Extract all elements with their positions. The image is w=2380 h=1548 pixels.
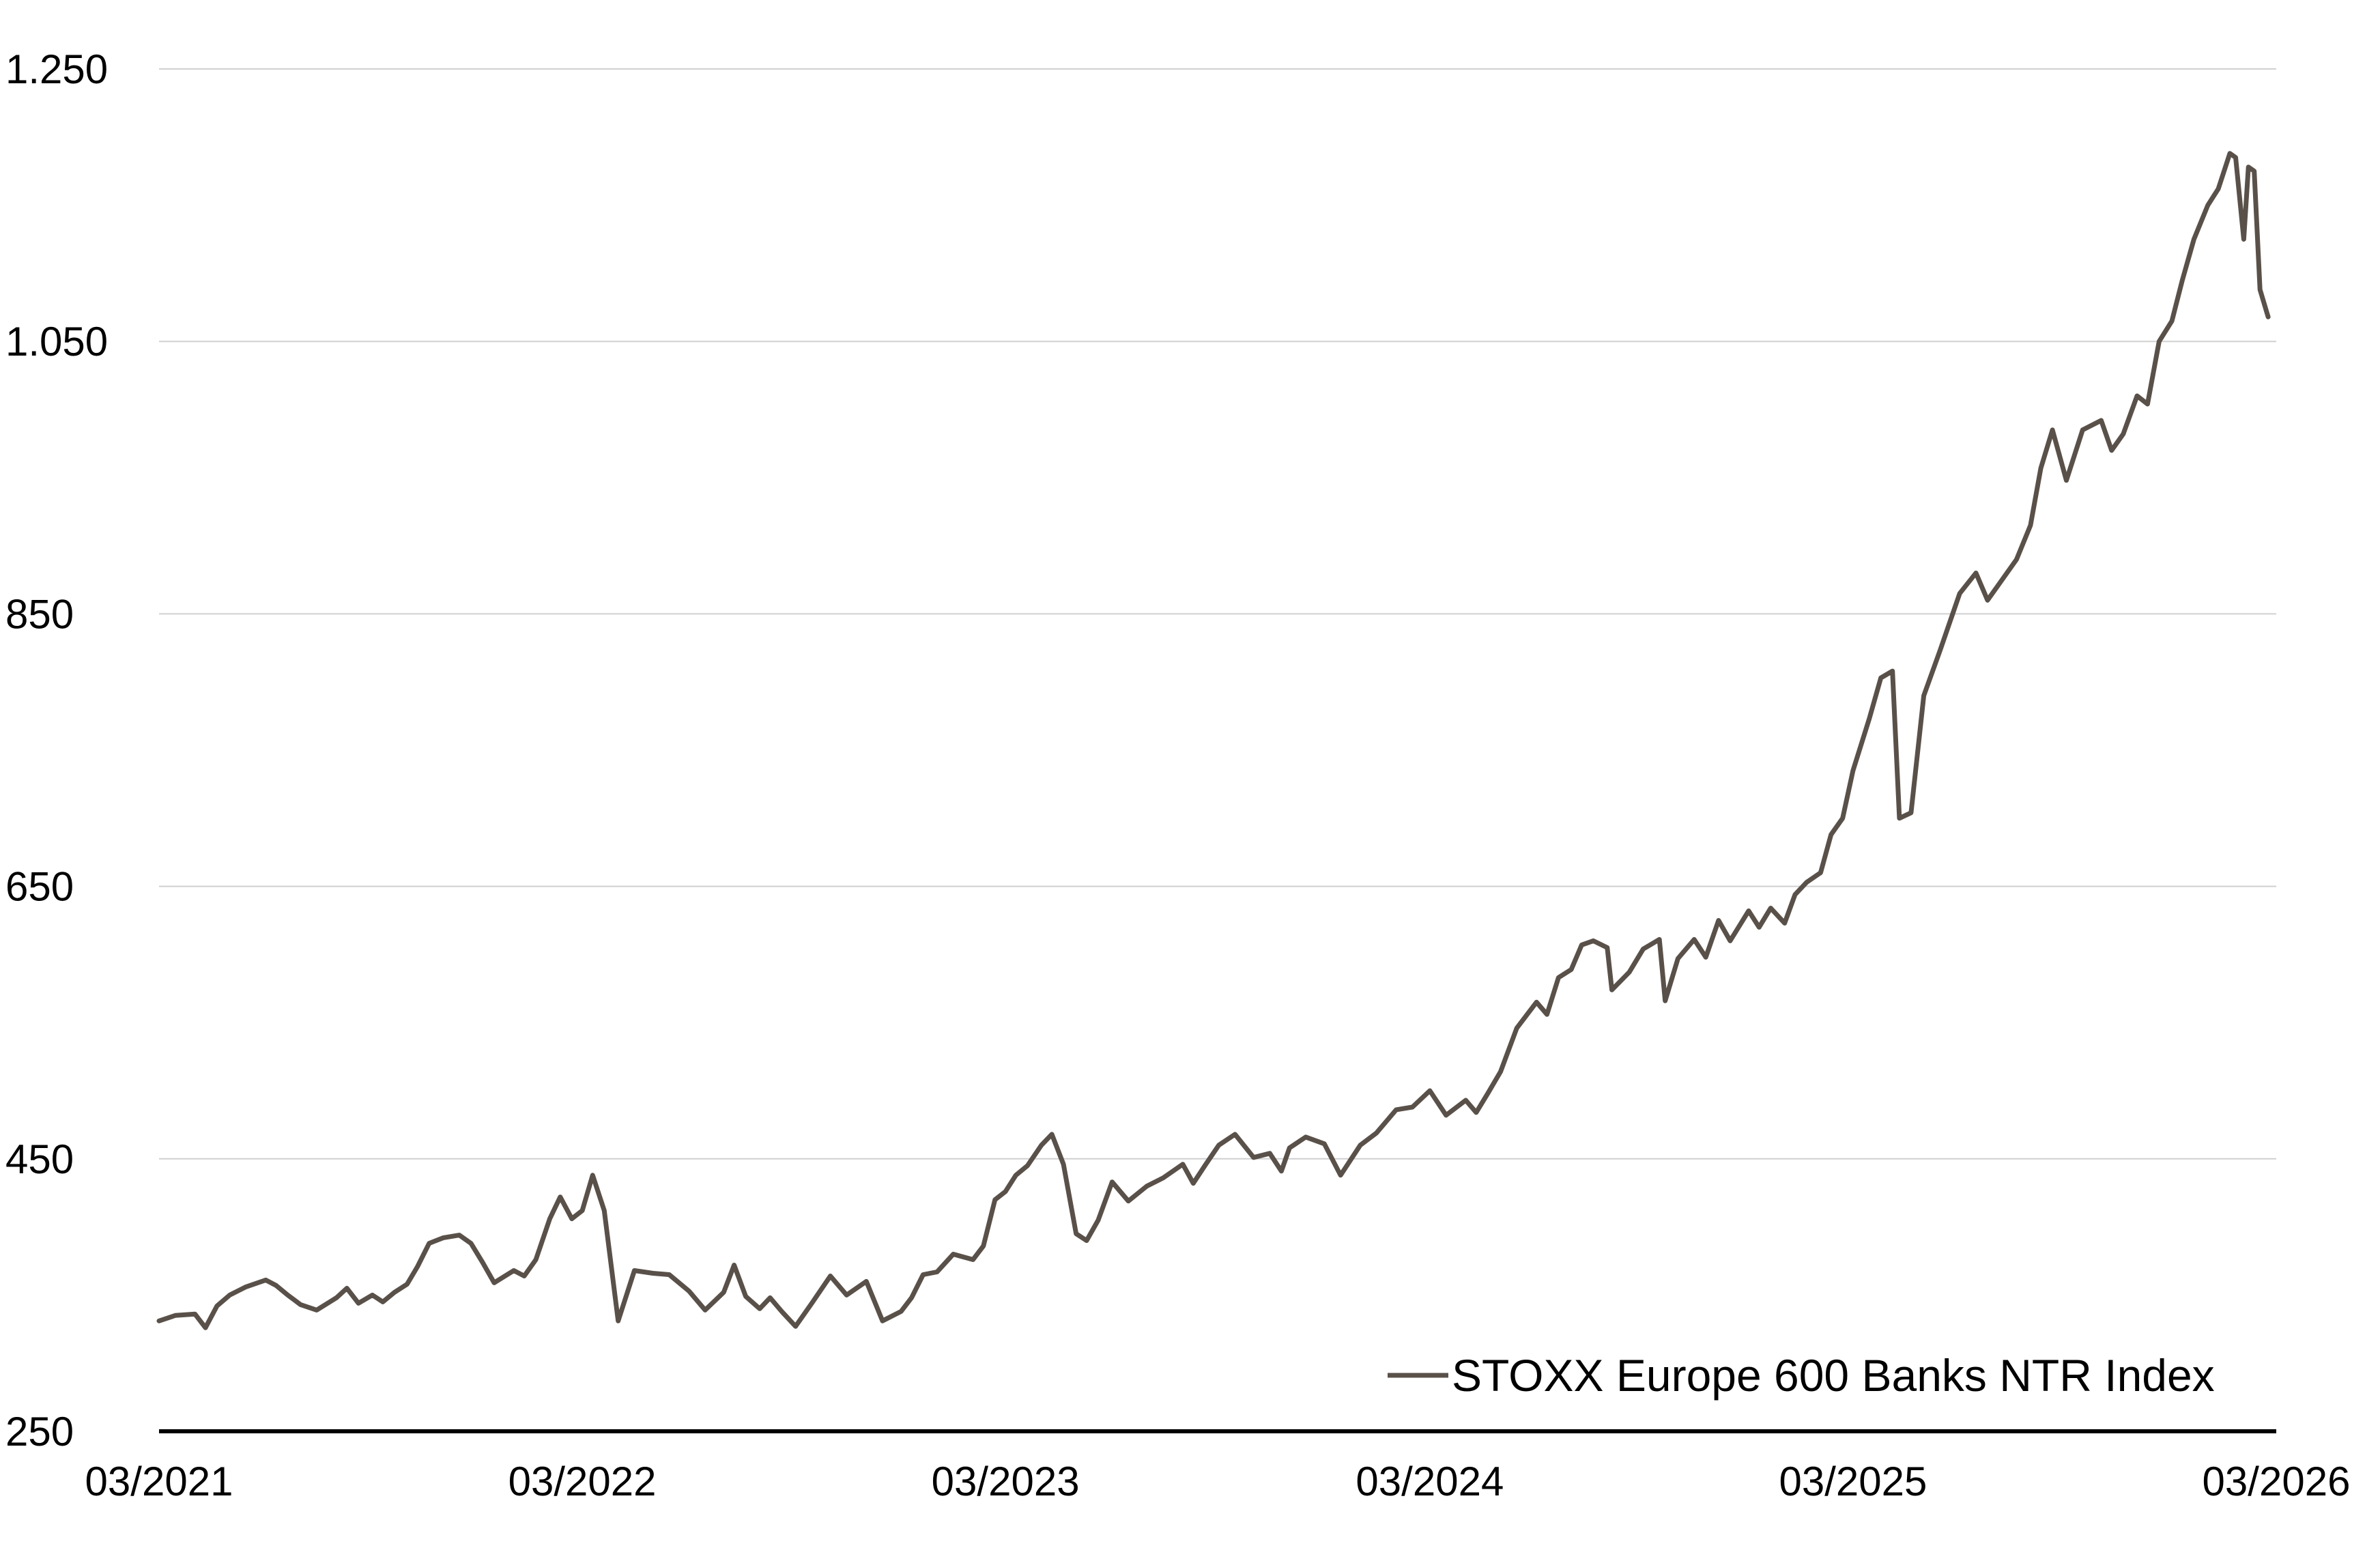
legend: STOXX Europe 600 Banks NTR Index — [1388, 1350, 2215, 1401]
x-tick-label: 03/2022 — [508, 1459, 657, 1504]
x-tick-label: 03/2024 — [1356, 1459, 1504, 1504]
series-lines — [156, 151, 2271, 1330]
y-tick-label: 450 — [5, 1136, 74, 1182]
y-tick-label: 850 — [5, 591, 74, 637]
x-axis-tick-labels: 03/2021 03/2022 03/2023 03/2024 03/2025 03/20… — [85, 1459, 2351, 1504]
y-tick-label: 1.050 — [5, 319, 108, 364]
x-tick-label: 03/2026 — [2203, 1459, 2351, 1504]
x-tick-label: 03/2021 — [85, 1459, 233, 1504]
gridlines — [159, 68, 2276, 1160]
legend-label: STOXX Europe 600 Banks NTR Index — [1452, 1350, 2215, 1401]
series-line — [156, 151, 2271, 1330]
x-tick-label: 03/2025 — [1779, 1459, 1927, 1504]
y-tick-label: 1.250 — [5, 46, 108, 92]
y-axis-tick-labels: 250 450 650 850 1.050 1.250 — [5, 46, 108, 1454]
x-tick-label: 03/2023 — [932, 1459, 1080, 1504]
y-tick-label: 650 — [5, 864, 74, 910]
y-tick-label: 250 — [5, 1409, 74, 1454]
